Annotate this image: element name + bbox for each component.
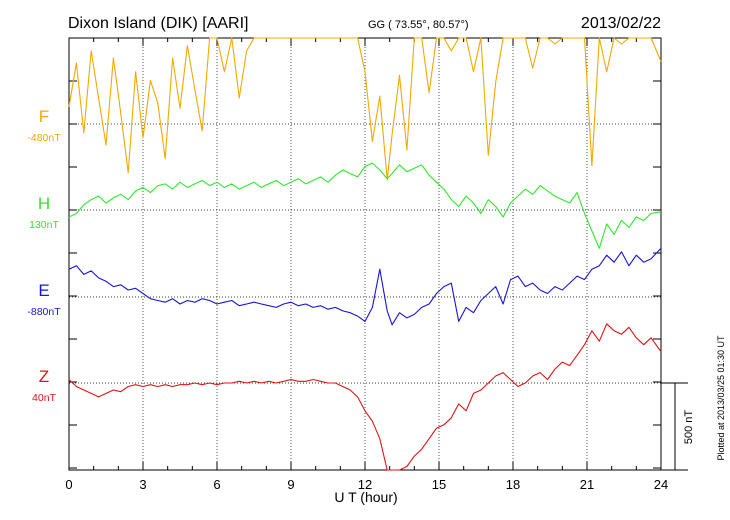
x-tick-labels: 0 3 6 9 12 15 18 21 24 <box>65 477 668 492</box>
series-line-e <box>68 247 662 326</box>
series-baseline-h: 130nT <box>29 219 59 231</box>
grid-lines <box>69 38 661 470</box>
x-tick-label: 9 <box>287 477 294 492</box>
series-name-e: E <box>38 281 49 300</box>
x-tick-label: 0 <box>65 477 72 492</box>
axis-ticks <box>68 38 662 470</box>
x-tick-label: 3 <box>139 477 146 492</box>
series-line-f <box>68 37 662 181</box>
station-title: Dixon Island (DIK) [AARI] <box>68 15 249 32</box>
series-line-z <box>68 323 662 471</box>
date-label: 2013/02/22 <box>581 15 661 32</box>
series-name-h: H <box>38 194 50 213</box>
series-name-f: F <box>39 107 49 126</box>
coordinates-label: GG ( 73.55°, 80.57°) <box>368 19 469 31</box>
plotted-at-note: Plotted at 2013/03/25 01:30 UT <box>716 335 726 461</box>
series-lines <box>68 37 662 471</box>
series-baseline-e: -880nT <box>27 306 61 318</box>
scale-bar <box>661 382 688 471</box>
series-line-h <box>68 162 662 249</box>
series-baseline-f: -480nT <box>27 132 61 144</box>
x-tick-label: 21 <box>580 477 594 492</box>
x-tick-label: 6 <box>213 477 220 492</box>
x-tick-label: 18 <box>506 477 520 492</box>
x-axis-title: U T (hour) <box>334 489 397 505</box>
scale-bar-label: 500 nT <box>683 410 695 445</box>
series-name-z: Z <box>39 367 49 386</box>
series-baseline-z: 40nT <box>32 392 57 404</box>
series-labels: F -480nT H 130nT E -880nT Z 40nT <box>27 107 61 404</box>
x-tick-label: 24 <box>654 477 668 492</box>
x-tick-label: 12 <box>358 477 372 492</box>
x-tick-label: 15 <box>432 477 446 492</box>
